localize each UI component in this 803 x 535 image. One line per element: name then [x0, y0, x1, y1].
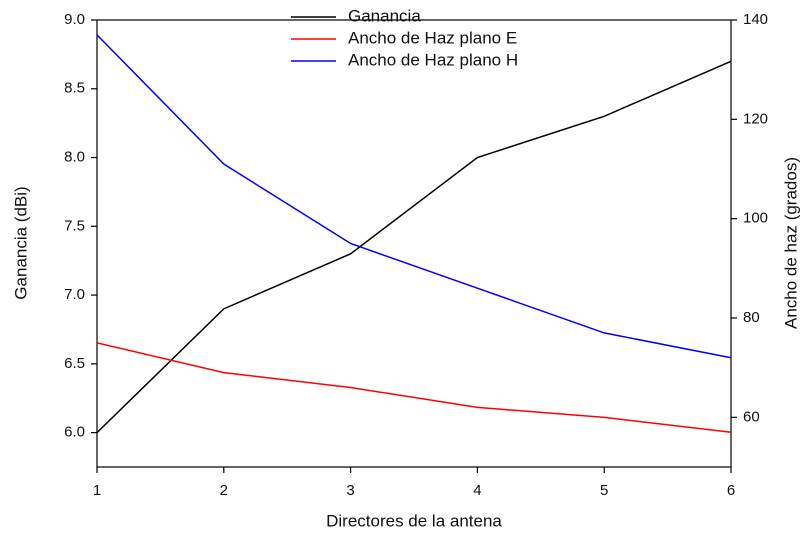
series-line: [96, 34, 732, 359]
series-line: [96, 60, 732, 434]
y2-tick-label: 80: [743, 309, 760, 326]
x-tick-label: 2: [220, 482, 228, 499]
y2-axis-label: Ancho de haz (grados): [781, 157, 800, 329]
x-tick-label: 1: [93, 482, 101, 499]
y-tick-label: 7.0: [64, 286, 85, 303]
legend-label: Ancho de Haz plano H: [348, 50, 518, 69]
y-tick-label: 6.5: [64, 355, 85, 372]
y-tick-label: 6.0: [64, 424, 85, 441]
y2-tick-label: 60: [743, 408, 760, 425]
y-tick-label: 9.0: [64, 11, 85, 28]
y2-tick-label: 140: [743, 11, 768, 28]
y-tick-label: 8.0: [64, 149, 85, 166]
x-tick-label: 4: [473, 482, 481, 499]
y-tick-label: 8.5: [64, 80, 85, 97]
y2-tick-label: 120: [743, 110, 768, 127]
x-tick-label: 6: [727, 482, 735, 499]
series-line: [96, 342, 732, 433]
x-tick-label: 3: [346, 482, 354, 499]
plot-frame: [96, 19, 732, 468]
legend-label: Ganancia: [348, 6, 421, 25]
y-tick-label: 7.5: [64, 217, 85, 234]
y2-tick-label: 100: [743, 210, 768, 227]
x-axis-label: Directores de la antena: [326, 511, 502, 530]
y-axis-label: Ganancia (dBi): [11, 186, 30, 299]
x-tick-label: 5: [600, 482, 608, 499]
legend-label: Ancho de Haz plano E: [348, 28, 517, 47]
